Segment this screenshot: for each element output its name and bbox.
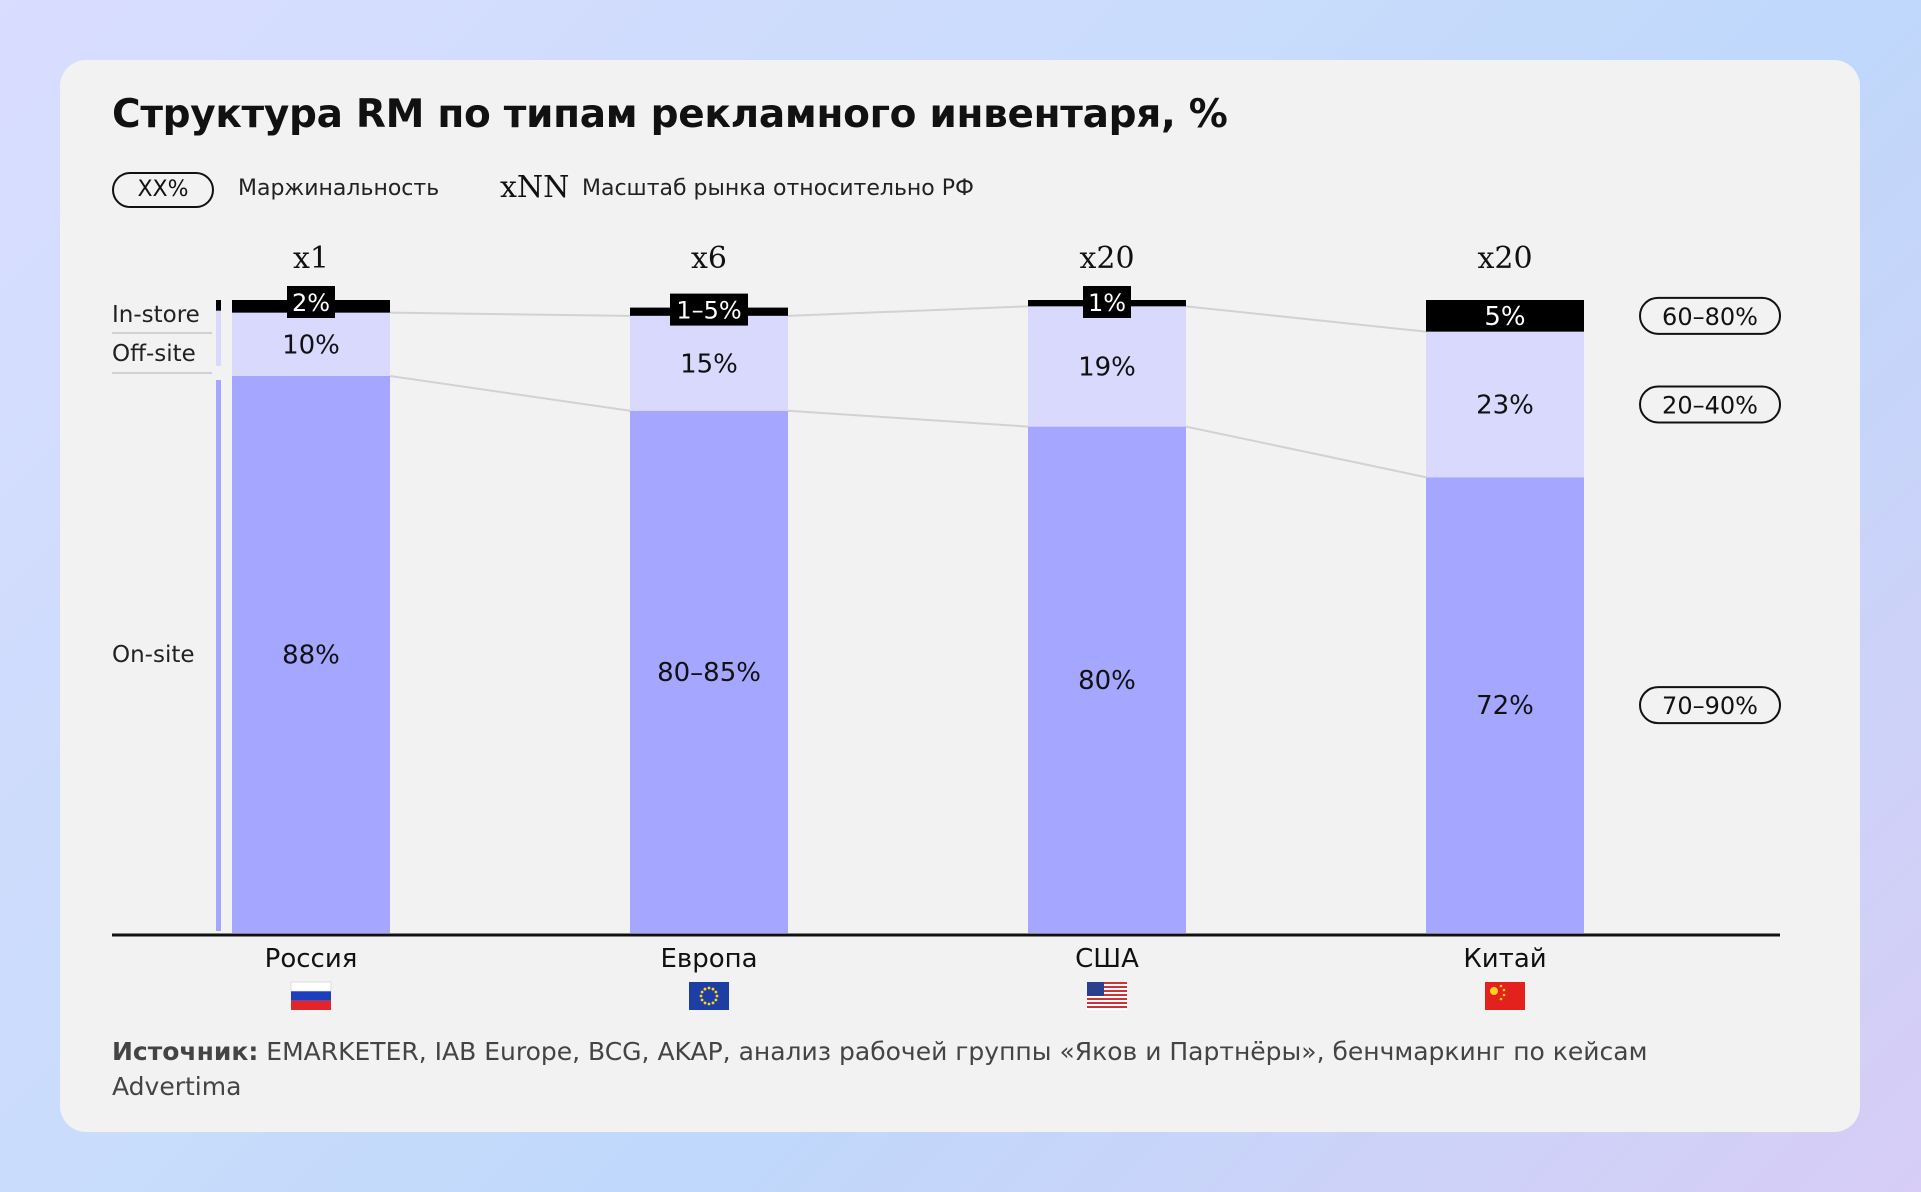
flag-eu-star bbox=[707, 986, 711, 990]
legend-swatch-off-site bbox=[216, 310, 221, 366]
category-label-flag-eu: Европа bbox=[660, 944, 757, 974]
flag-usa-canton bbox=[1087, 982, 1104, 996]
flag-eu-icon bbox=[689, 982, 729, 1010]
flag-china-big-star bbox=[1490, 987, 1498, 995]
bar-off-site bbox=[1426, 331, 1584, 478]
data-label-in-store: 2% bbox=[292, 289, 330, 317]
data-label-in-store-box bbox=[670, 293, 748, 326]
bar-on-site bbox=[630, 410, 788, 933]
bar-on-site bbox=[1426, 477, 1584, 933]
market-scale-label: x20 bbox=[1477, 241, 1532, 276]
margin-pill-on-site bbox=[1639, 686, 1781, 725]
data-label-on-site: 80–85% bbox=[657, 658, 761, 688]
connector-line-off-site bbox=[1185, 305, 1427, 333]
data-label-on-site: 80% bbox=[1078, 666, 1136, 696]
market-scale-label: x1 bbox=[293, 241, 329, 276]
flag-china-small-star bbox=[1499, 984, 1503, 988]
flag-eu-star bbox=[707, 1002, 711, 1006]
legend-label-off-site: Off-site bbox=[112, 341, 196, 367]
data-label-in-store: 1–5% bbox=[676, 297, 741, 325]
flag-china-small-star bbox=[1499, 997, 1503, 1001]
bar-off-site bbox=[1028, 306, 1186, 427]
flag-russia-blue-stripe bbox=[291, 991, 331, 1001]
margin-label-on-site: 70–90% bbox=[1662, 692, 1758, 720]
data-label-in-store-box bbox=[287, 286, 335, 318]
flag-eu-star bbox=[715, 994, 719, 998]
category-label-flag-usa: США bbox=[1075, 944, 1139, 974]
bar-off-site bbox=[232, 312, 390, 376]
bar-on-site bbox=[1028, 426, 1186, 933]
data-label-in-store-box bbox=[1083, 286, 1131, 318]
flag-eu-star bbox=[714, 998, 718, 1002]
connector-line-on-site bbox=[1185, 425, 1427, 479]
flag-russia-icon bbox=[290, 981, 332, 992]
bar-in-store bbox=[1426, 300, 1584, 332]
margin-label-in-store: 60–80% bbox=[1662, 303, 1758, 331]
flag-usa-stripe bbox=[1087, 990, 1127, 992]
flag-eu-star bbox=[700, 998, 704, 1002]
data-label-in-store: 1% bbox=[1088, 289, 1126, 317]
flag-eu-star bbox=[703, 987, 707, 991]
margin-pill-in-store bbox=[1639, 296, 1781, 335]
data-label-off-site: 19% bbox=[1078, 352, 1136, 382]
scale-legend-sample: xNN bbox=[500, 170, 570, 205]
connector-line-off-site bbox=[389, 311, 631, 317]
connector-line-on-site bbox=[787, 409, 1029, 428]
bar-on-site bbox=[232, 375, 390, 934]
margin-legend-label: Маржинальность bbox=[238, 176, 440, 201]
flag-eu-star bbox=[699, 994, 703, 998]
margin-label-off-site: 20–40% bbox=[1662, 391, 1758, 419]
flag-china-icon bbox=[1485, 982, 1525, 1010]
legend-label-in-store: In-store bbox=[112, 302, 200, 328]
source-note: Источник: EMARKETER, IAB Europe, BCG, AK… bbox=[112, 1034, 1772, 1104]
chart-title: Структура RM по типам рекламного инвента… bbox=[112, 92, 1228, 137]
margin-legend-pill: XX% bbox=[112, 172, 214, 208]
flag-usa-stripe bbox=[1087, 1006, 1127, 1008]
flag-usa-stripe bbox=[1087, 994, 1127, 996]
source-text: EMARKETER, IAB Europe, BCG, AKAP, анализ… bbox=[112, 1037, 1648, 1101]
flag-eu-star bbox=[714, 990, 718, 994]
flag-eu-star bbox=[703, 1001, 707, 1005]
connector-line-off-site bbox=[787, 305, 1029, 317]
flag-eu-star bbox=[711, 1001, 715, 1005]
flag-eu-star bbox=[700, 990, 704, 994]
margin-pill-off-site bbox=[1639, 385, 1781, 424]
flag-russia-red-stripe bbox=[291, 1000, 331, 1010]
flag-china-small-star bbox=[1502, 988, 1506, 992]
legend-label-on-site: On-site bbox=[112, 642, 195, 668]
market-scale-label: x6 bbox=[691, 241, 727, 276]
scale-legend-label: Масштаб рынка относительно РФ bbox=[582, 176, 974, 201]
flag-eu-star bbox=[711, 987, 715, 991]
flag-usa-stripe bbox=[1087, 986, 1127, 988]
data-label-off-site: 15% bbox=[680, 349, 738, 379]
flag-usa-stripe bbox=[1087, 998, 1127, 1000]
legend-swatch-on-site bbox=[216, 379, 221, 932]
connector-line-on-site bbox=[389, 374, 631, 412]
flag-usa-stripe bbox=[1087, 1002, 1127, 1004]
market-scale-label: x20 bbox=[1079, 241, 1134, 276]
category-label-flag-russia: Россия bbox=[265, 944, 358, 974]
bar-off-site bbox=[630, 315, 788, 411]
data-label-on-site: 72% bbox=[1476, 691, 1534, 721]
data-label-in-store: 5% bbox=[1484, 302, 1525, 332]
data-label-on-site: 88% bbox=[282, 640, 340, 670]
flag-usa-stripe bbox=[1087, 982, 1127, 984]
data-label-off-site: 10% bbox=[282, 330, 340, 360]
category-label-flag-china: Китай bbox=[1463, 944, 1546, 974]
flag-china-small-star bbox=[1502, 993, 1506, 997]
data-label-off-site: 23% bbox=[1476, 390, 1534, 420]
source-label: Источник: bbox=[112, 1037, 259, 1066]
